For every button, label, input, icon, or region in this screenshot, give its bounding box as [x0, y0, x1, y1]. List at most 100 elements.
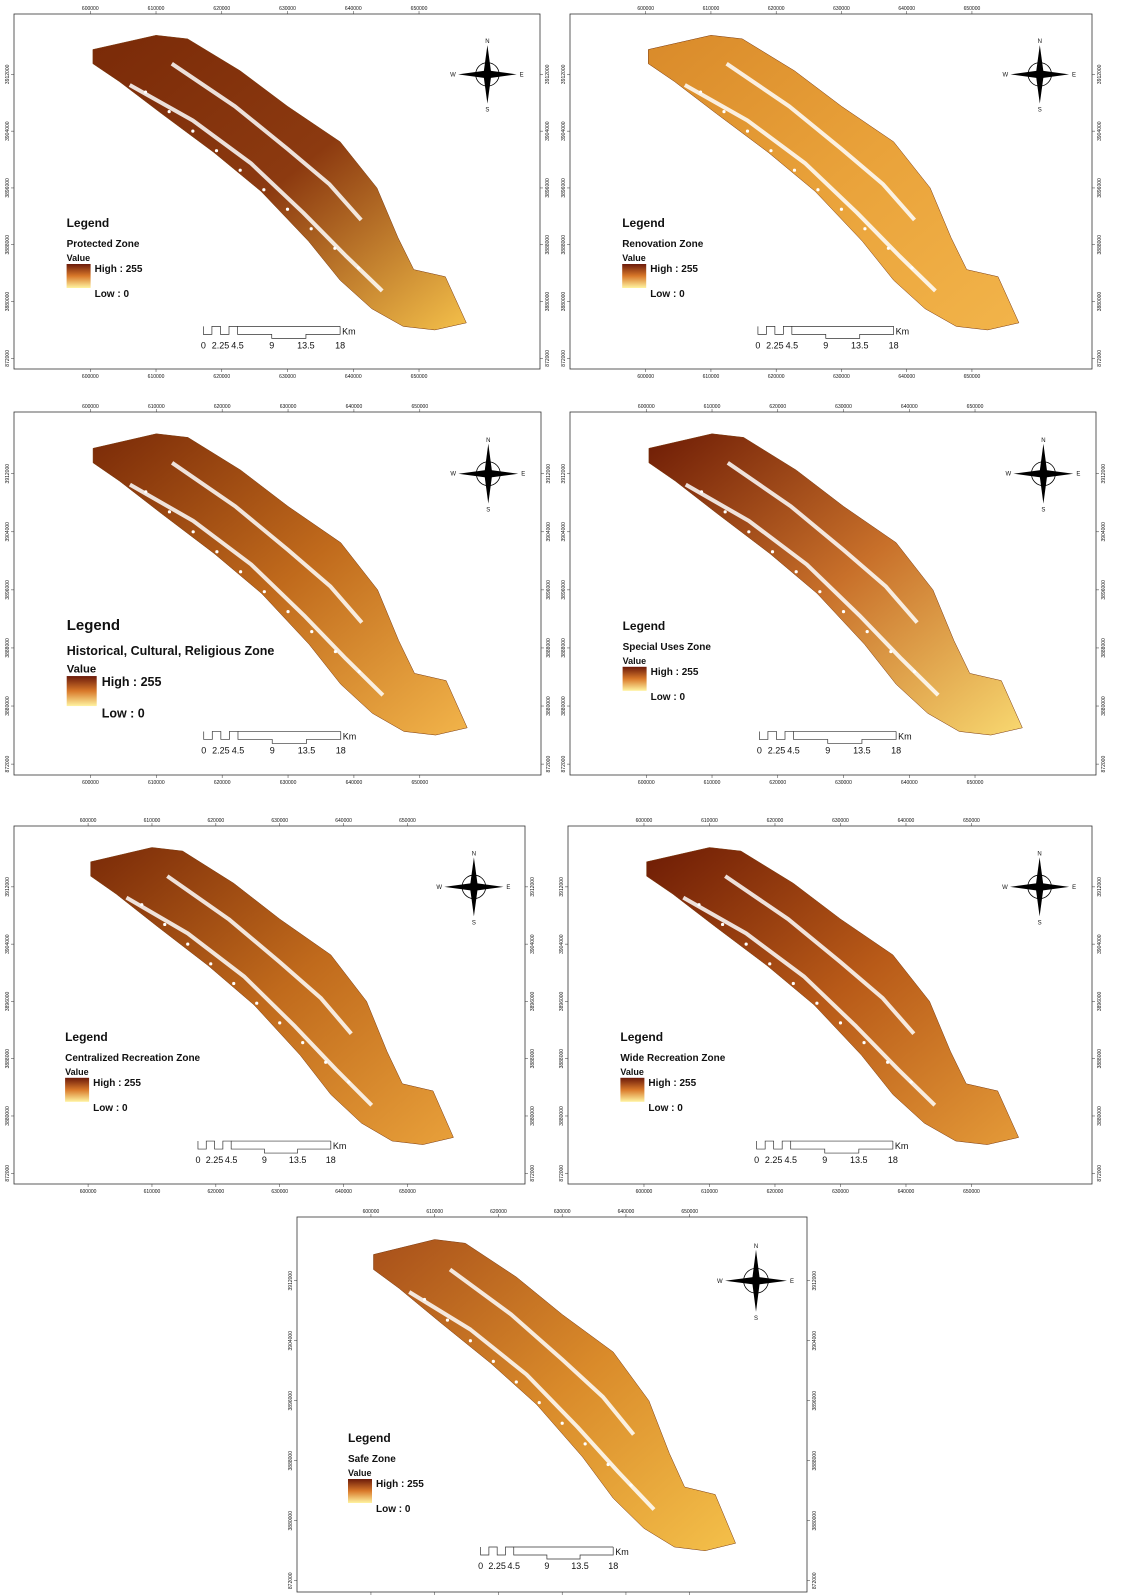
compass-star — [1010, 883, 1069, 891]
x-tick-label: 630000 — [833, 6, 850, 12]
legend-swatch — [348, 1479, 372, 1503]
legend-high: High : 255 — [648, 1078, 696, 1089]
y-tick-label: 3904000 — [559, 934, 565, 954]
compass-label: S — [486, 508, 490, 514]
y-tick-label: 3896000 — [5, 580, 11, 600]
y-tick-label: 3896000 — [288, 1391, 294, 1411]
scale-label: 9 — [269, 340, 274, 350]
site-point — [629, 1484, 632, 1487]
site-point — [771, 550, 774, 553]
y-tick-label: 3912000 — [559, 877, 565, 897]
x-tick-label: 630000 — [832, 1189, 849, 1195]
y-tick-label: 3912000 — [530, 877, 536, 897]
study-area — [649, 434, 1022, 735]
map-panel: 6000006000006100006100006200006200006300… — [554, 2, 1108, 381]
y-tick-label: 3896000 — [5, 991, 11, 1011]
study-area — [93, 434, 467, 735]
compass-star — [1013, 470, 1073, 478]
x-tick-label: 610000 — [701, 818, 718, 824]
legend-low: Low : 0 — [93, 1103, 128, 1114]
site-point — [469, 1339, 472, 1342]
y-tick-label: 3880000 — [5, 1106, 11, 1126]
scale-label: 13.5 — [289, 1155, 307, 1165]
compass-label: N — [472, 851, 476, 857]
map-panel: 6000006000006100006100006200006200006300… — [0, 814, 541, 1196]
x-tick-label: 610000 — [701, 1189, 718, 1195]
scale-label: 4.5 — [784, 1155, 797, 1165]
y-tick-label: 3896000 — [812, 1391, 818, 1411]
x-tick-label: 620000 — [490, 1209, 507, 1215]
compass-star — [458, 70, 517, 78]
compass-label: E — [1072, 885, 1076, 891]
y-tick-label: 3888000 — [1097, 235, 1103, 255]
site-point — [561, 1422, 564, 1425]
y-tick-label: 3904000 — [288, 1331, 294, 1351]
compass-label: W — [717, 1279, 723, 1285]
y-tick-label: 3904000 — [545, 121, 551, 141]
study-area — [91, 847, 454, 1144]
site-point — [263, 590, 266, 593]
x-tick-label: 620000 — [213, 6, 230, 12]
zone-name: Renovation Zone — [622, 239, 704, 250]
site-point — [209, 962, 212, 965]
y-tick-label: 3904000 — [1097, 121, 1103, 141]
legend-low: Low : 0 — [648, 1103, 683, 1114]
site-point — [168, 510, 171, 513]
compass-label: E — [521, 472, 525, 478]
scale-label: 13.5 — [851, 340, 869, 350]
site-point — [286, 208, 289, 211]
x-tick-label: 630000 — [279, 6, 296, 12]
scale-label: 4.5 — [507, 1561, 520, 1571]
y-tick-label: 3896000 — [559, 991, 565, 1011]
x-tick-label: 650000 — [964, 6, 981, 12]
zone-name: Historical, Cultural, Religious Zone — [67, 644, 275, 658]
site-point — [192, 530, 195, 533]
x-tick-label: 650000 — [967, 780, 984, 786]
x-tick-label: 640000 — [618, 1209, 635, 1215]
x-tick-label: 640000 — [901, 404, 918, 410]
y-tick-label: 3904000 — [530, 934, 536, 954]
y-tick-label: 3880000 — [5, 292, 11, 312]
scale-label: 13.5 — [571, 1561, 589, 1571]
site-point — [423, 1298, 426, 1301]
y-tick-label: 3880000 — [561, 696, 567, 716]
scale-label: 18 — [888, 1155, 898, 1165]
site-point — [278, 1021, 281, 1024]
y-tick-label: 3912000 — [545, 64, 551, 84]
site-point — [839, 1021, 842, 1024]
map-panel: 6000006000006100006100006200006200006300… — [554, 400, 1112, 787]
site-point — [722, 110, 725, 113]
x-tick-label: 620000 — [767, 818, 784, 824]
legend-high: High : 255 — [95, 264, 143, 275]
site-point — [886, 1061, 889, 1064]
y-tick-label: 3888000 — [561, 235, 567, 255]
y-tick-label: 3880000 — [545, 292, 551, 312]
zone-name: Wide Recreation Zone — [620, 1053, 725, 1064]
scale-label: 4.5 — [225, 1155, 238, 1165]
x-tick-label: 630000 — [835, 404, 852, 410]
scale-label: 0 — [754, 1155, 759, 1165]
x-tick-label: 600000 — [636, 818, 653, 824]
x-tick-label: 640000 — [346, 404, 363, 410]
x-tick-label: 610000 — [703, 374, 720, 380]
x-tick-label: 600000 — [363, 1209, 380, 1215]
compass-label: S — [1038, 108, 1042, 114]
site-point — [913, 670, 916, 673]
y-tick-label: 3912000 — [288, 1271, 294, 1291]
site-point — [286, 610, 289, 613]
x-tick-label: 630000 — [835, 780, 852, 786]
site-point — [144, 91, 147, 94]
scale-label: 18 — [608, 1561, 618, 1571]
site-point — [239, 570, 242, 573]
x-tick-label: 630000 — [554, 1209, 571, 1215]
y-tick-label: 3896000 — [5, 178, 11, 198]
site-point — [700, 490, 703, 493]
legend-high: High : 255 — [376, 1479, 424, 1490]
compass-label: N — [486, 438, 490, 444]
x-tick-label: 620000 — [767, 1189, 784, 1195]
y-tick-label: 3912000 — [1097, 877, 1103, 897]
y-tick-label: 3904000 — [812, 1331, 818, 1351]
site-point — [866, 630, 869, 633]
legend-value: Value — [623, 656, 647, 666]
site-point — [538, 1401, 541, 1404]
